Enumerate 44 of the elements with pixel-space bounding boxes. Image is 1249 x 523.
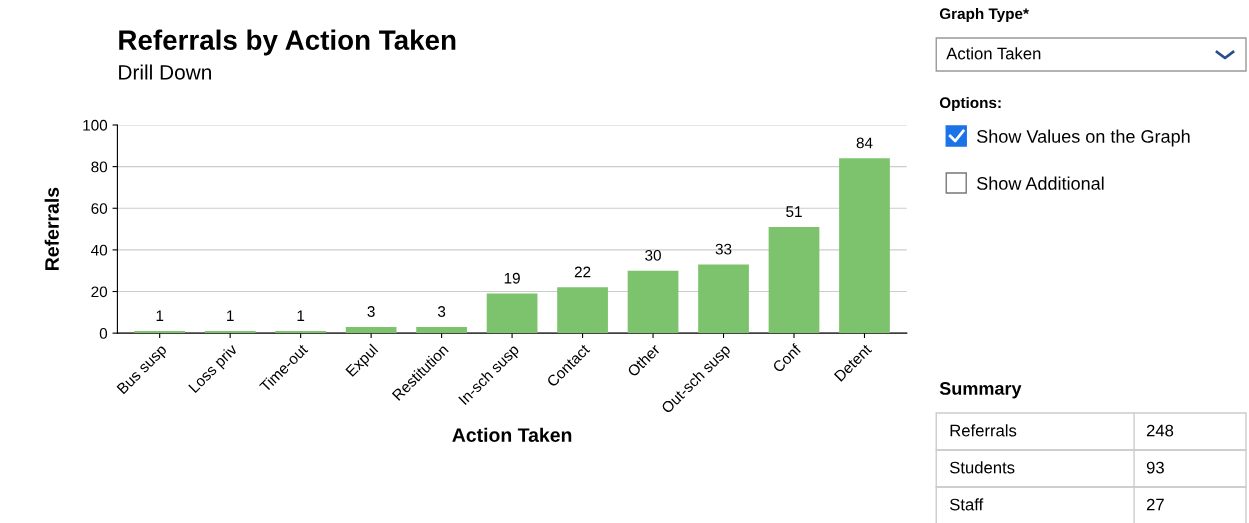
- x-axis-title: Action Taken: [452, 427, 572, 442]
- bar: [698, 264, 749, 334]
- data-label: 51: [786, 206, 802, 218]
- text: Referrals: [950, 424, 1017, 437]
- data-label: 1: [297, 310, 305, 321]
- text: 93: [1146, 461, 1164, 474]
- text: 27: [1146, 498, 1164, 511]
- data-label: 3: [437, 306, 446, 317]
- data-label: 22: [574, 266, 591, 278]
- bar: [204, 331, 256, 334]
- bar: [134, 331, 186, 334]
- data-label: 3: [367, 306, 375, 317]
- data-label: 1: [156, 310, 164, 321]
- y-tick-label: 0: [99, 328, 108, 339]
- bar: [416, 326, 467, 334]
- y-tick-label: 60: [91, 203, 108, 214]
- chart-subtitle: Drill Down: [119, 64, 211, 80]
- bar: [768, 226, 820, 334]
- bar: [557, 287, 608, 334]
- text: Show Additional: [977, 176, 1104, 190]
- data-label: 19: [504, 272, 520, 284]
- bar: [839, 158, 890, 334]
- y-tick-label: 40: [91, 244, 108, 256]
- text: Action Taken: [946, 47, 1041, 60]
- data-label: 1: [227, 310, 234, 321]
- data-label: 30: [645, 249, 661, 261]
- chart-title: Referrals by Action Taken: [119, 29, 456, 56]
- text: Summary: [939, 382, 1022, 399]
- text: Options:: [939, 96, 1001, 112]
- text: Graph Type*: [939, 7, 1029, 23]
- y-tick-label: 100: [83, 119, 108, 131]
- text: Students: [950, 461, 1015, 474]
- bar: [486, 293, 538, 334]
- y-axis-title: Referrals: [44, 187, 59, 270]
- data-label: 33: [715, 243, 732, 255]
- data-label: 84: [856, 137, 873, 149]
- bar: [275, 331, 327, 334]
- bar: [627, 270, 679, 334]
- bar: [345, 326, 397, 334]
- y-tick-label: 80: [91, 161, 108, 173]
- text: Staff: [950, 498, 984, 511]
- text: 248: [1146, 424, 1174, 437]
- text: Show Values on the Graph: [977, 129, 1190, 147]
- y-tick-label: 20: [91, 286, 108, 298]
